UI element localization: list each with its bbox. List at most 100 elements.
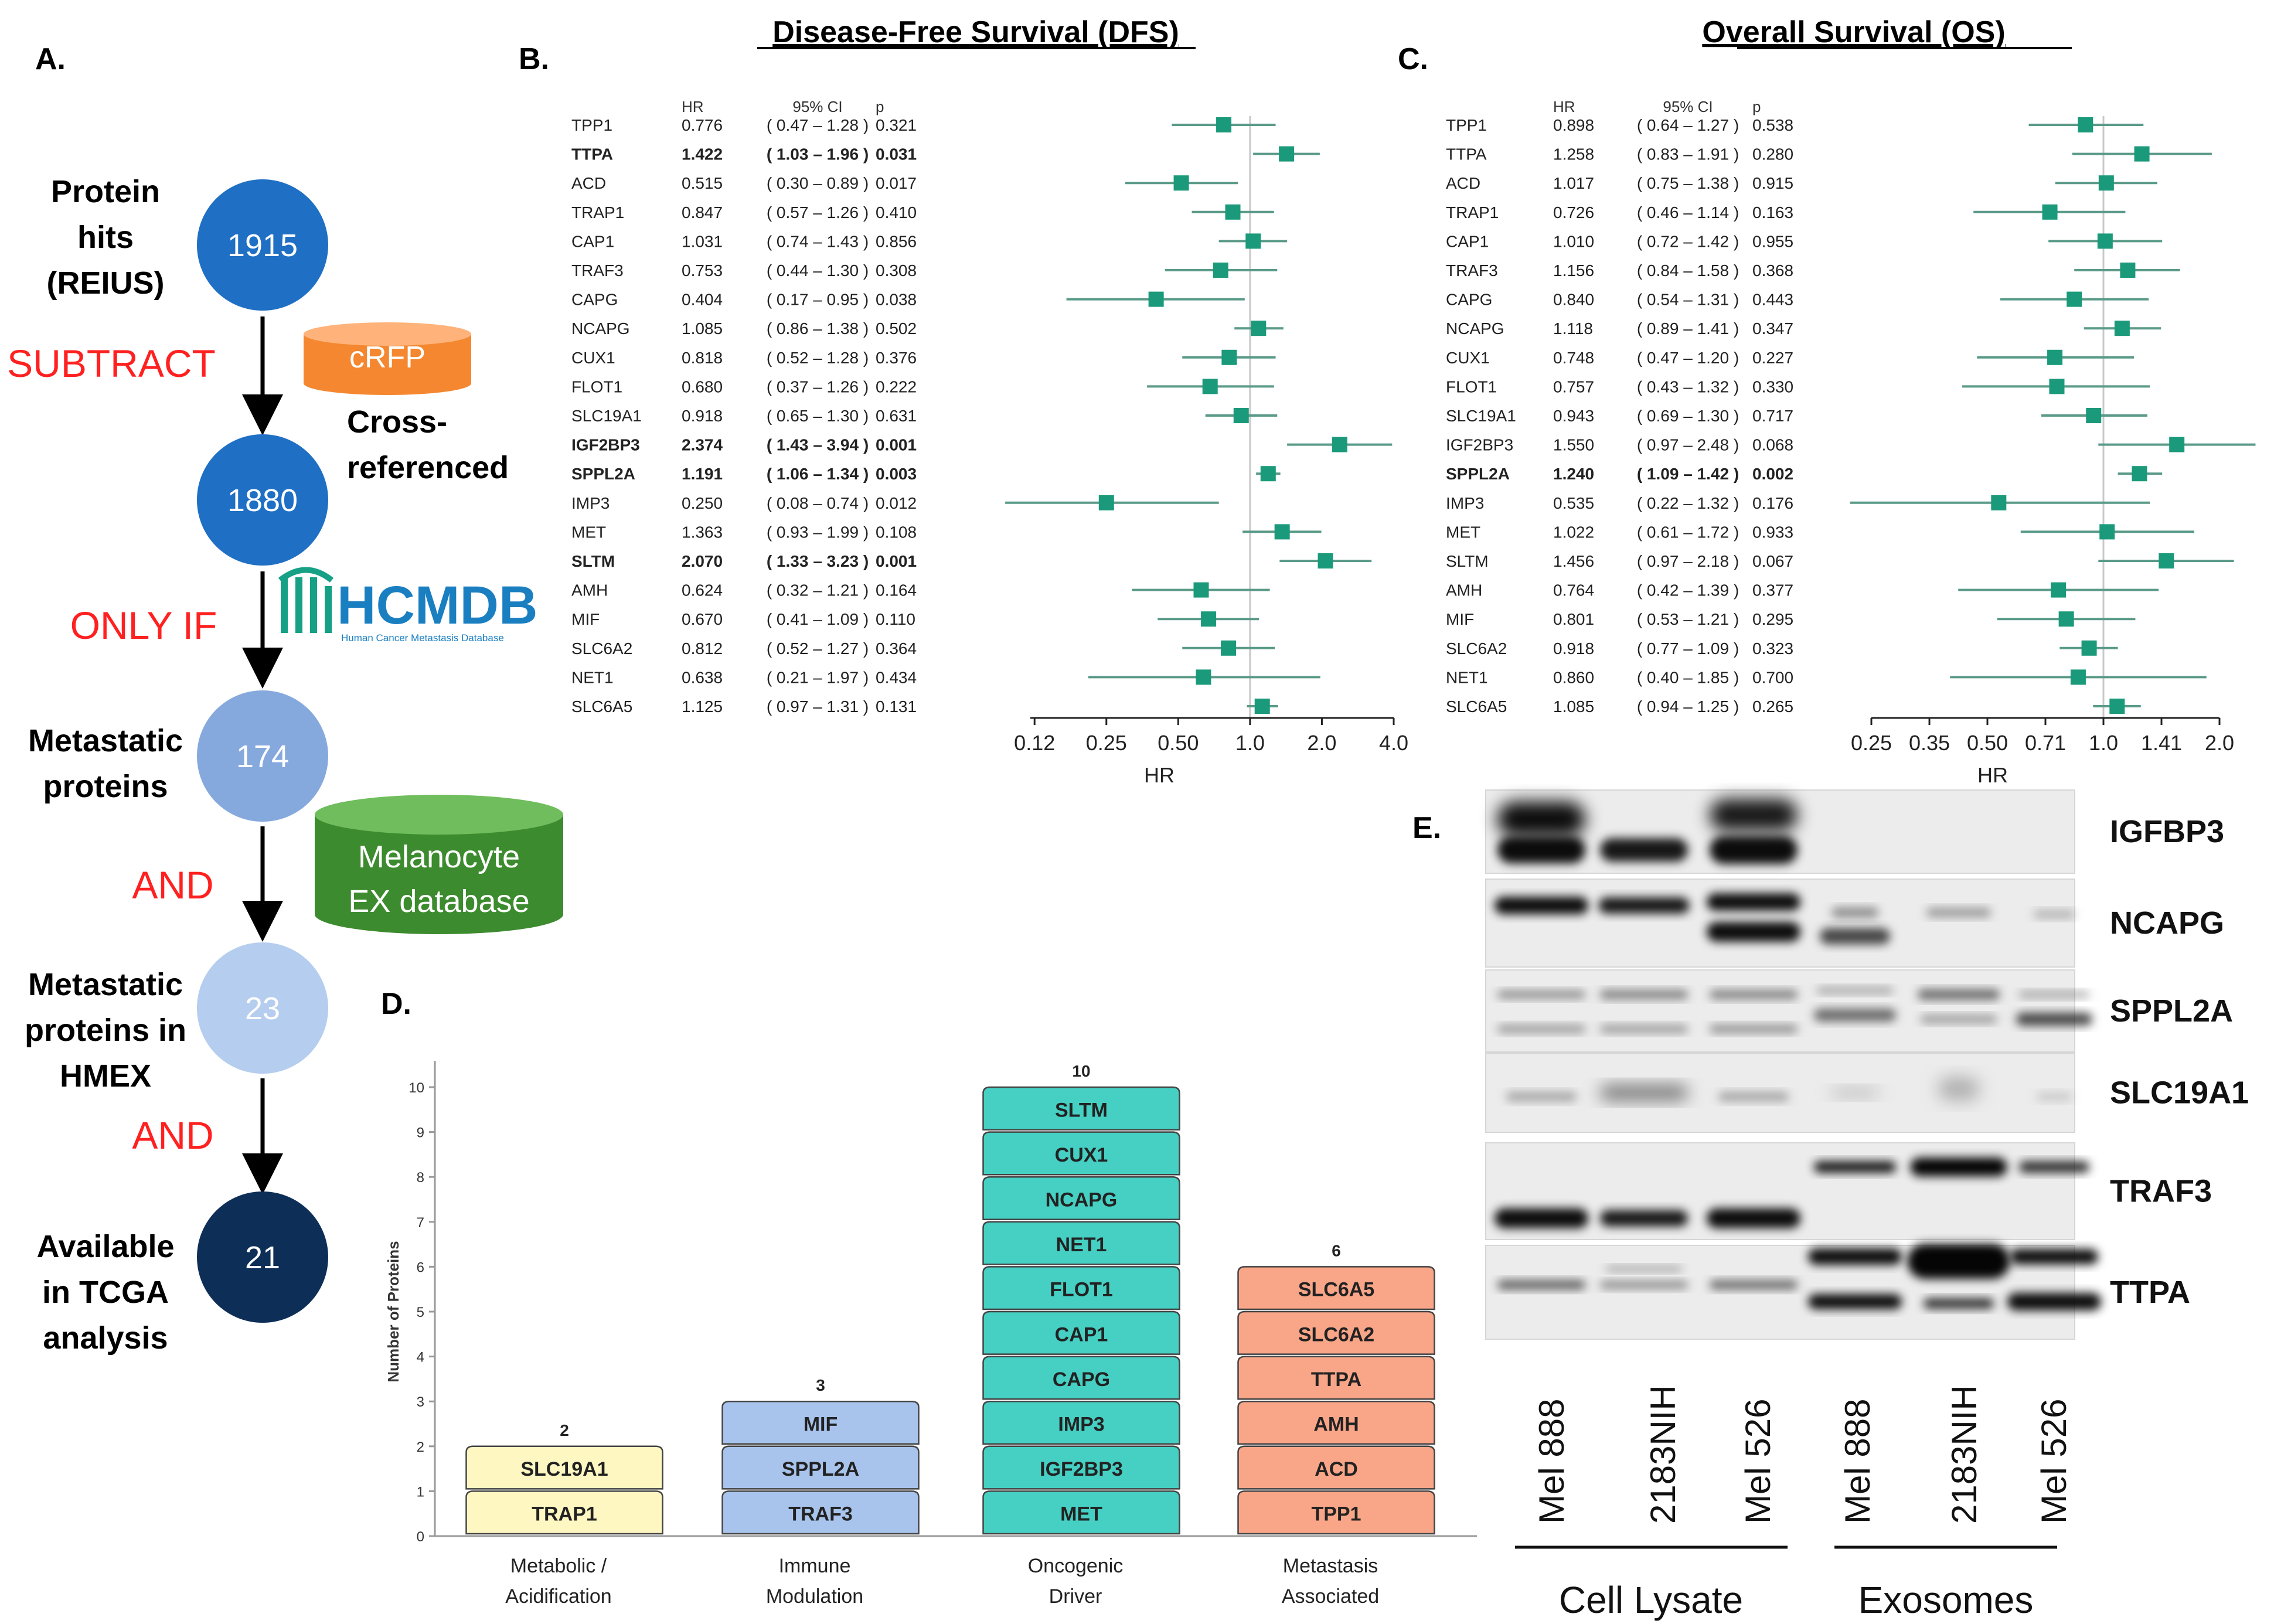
dfs-row-amh: AMH 0.624 ( 0.32 – 1.21 ) 0.164 [571,581,1270,600]
dfs-row-traf3-ci: ( 0.44 – 1.30 ) [767,261,869,280]
bar-segment-cap1: CAP1 [982,1310,1180,1355]
os-row-slc19a1-ci: ( 0.69 – 1.30 ) [1637,407,1739,425]
dfs-row-traf3: TRAF3 0.753 ( 0.44 – 1.30 ) 0.308 [571,261,1278,280]
dfs-row-flot1-hr: 0.680 [682,377,723,396]
dfs-row-capg-ci: ( 0.17 – 0.95 ) [767,291,869,309]
bar-segment-slc6a5: SLC6A5 [1237,1266,1435,1310]
blot-band-sppl2a-6 [1814,1009,1896,1022]
melanocyte-label-line-1: Melanocyte [358,839,520,874]
panel-b-dfs-forest-plot: B. Disease-Free Survival (DFS) HR 95% CI p… [519,15,1408,787]
bar-segment-label-traf3: TRAF3 [788,1503,853,1526]
dfs-row-met-hr-marker [1274,524,1290,540]
dfs-x-tick-label-0: 0.12 [1014,731,1055,755]
dfs-row-igf2bp3: IGF2BP3 2.374 ( 1.43 – 3.94 ) 0.001 [571,436,1393,454]
blot-band-traf3-0 [1495,1208,1588,1228]
dfs-row-igf2bp3-ci: ( 1.43 – 3.94 ) [767,436,869,454]
os-row-cap1: CAP1 1.010 ( 0.72 – 1.42 ) 0.955 [1446,232,2163,250]
dfs-row-met-hr: 1.363 [682,523,723,541]
dfs-row-ttpa: TTPA 1.422 ( 1.03 – 1.96 ) 0.031 [571,145,1320,164]
dfs-row-capg-hr: 0.404 [682,291,723,309]
dfs-row-flot1-gene: FLOT1 [571,377,622,396]
blot-band-igfbp3-4 [1710,836,1798,864]
dfs-row-capg-hr-marker [1148,291,1164,307]
os-row-cap1-hr: 1.010 [1553,232,1594,250]
os-row-sltm-hr-marker [2159,553,2174,568]
dfs-row-mif-hr: 0.670 [682,610,723,628]
dfs-row-slc19a1-hr-marker [1233,408,1249,423]
os-row-mif: MIF 0.801 ( 0.53 – 1.21 ) 0.295 [1446,610,2136,628]
os-row-acd-ci: ( 0.75 – 1.38 ) [1637,174,1739,192]
bar-segment-label-flot1: FLOT1 [1050,1279,1113,1301]
bar-category-label-metastasis-associated-1: Associated [1282,1585,1379,1608]
dfs-row-ttpa-ci: ( 1.03 – 1.96 ) [767,145,869,164]
os-row-trap1-hr-marker [2042,204,2058,220]
blot-lane-label-5: Mel 526 [2034,1399,2074,1524]
os-row-acd-p: 0.915 [1752,174,1793,192]
panel-e-letter: E. [1412,811,1441,845]
bar-segment-label-slc6a5: SLC6A5 [1298,1279,1374,1301]
blot-row-slc19a1: SLC19A1 [1485,1053,2249,1133]
bar-segment-label-mif: MIF [804,1414,838,1436]
operator-and-1: AND [132,863,213,907]
bar-category-label-metabolic-acidification-0: Metabolic / [510,1555,607,1577]
os-row-slc6a5-ci: ( 0.94 – 1.25 ) [1637,697,1739,716]
os-row-mif-ci: ( 0.53 – 1.21 ) [1637,610,1739,628]
blot-band-ttpa-7 [1924,1298,1994,1309]
dfs-row-ncapg-hr: 1.085 [682,319,723,338]
dfs-row-capg-gene: CAPG [571,291,618,309]
os-row-imp3-gene: IMP3 [1446,494,1484,512]
bar-segment-label-sltm: SLTM [1055,1099,1108,1121]
os-row-cap1-ci: ( 0.72 – 1.42 ) [1637,232,1739,250]
os-row-slc6a5-hr-marker [2109,699,2125,714]
bar-y-tick-label-8: 8 [417,1170,424,1186]
os-row-ttpa-ci: ( 0.83 – 1.91 ) [1637,145,1739,164]
os-row-sppl2a-p: 0.002 [1752,465,1793,483]
bar-segment-imp3: IMP3 [982,1400,1180,1445]
bar-segment-label-slc19a1: SLC19A1 [520,1458,608,1480]
blot-row-ncapg: NCAPG [1485,879,2224,968]
os-row-acd-gene: ACD [1446,174,1480,192]
blot-lane-label-0: Mel 888 [1532,1399,1571,1524]
step-5-label-line-1: Available [36,1229,174,1264]
os-row-ncapg-p: 0.347 [1752,319,1793,338]
dfs-row-tpp1-gene: TPP1 [571,116,612,134]
os-row-met-p: 0.933 [1752,523,1793,541]
os-row-tpp1-hr-marker [2078,117,2093,132]
step-4-label-line-1: Metastatic [28,967,183,1002]
bar-segment-ttpa: TTPA [1237,1356,1435,1400]
dfs-row-imp3-ci: ( 0.08 – 0.74 ) [767,494,869,512]
dfs-row-acd: ACD 0.515 ( 0.30 – 0.89 ) 0.017 [571,174,1238,192]
dfs-row-tpp1-hr: 0.776 [682,116,723,134]
os-row-cux1-gene: CUX1 [1446,349,1490,367]
os-row-met-gene: MET [1446,523,1480,541]
blot-band-ncapg-3 [1707,922,1800,942]
blot-band-sppl2a-5 [1710,1024,1798,1033]
dfs-row-sltm-p: 0.001 [876,552,917,570]
dfs-row-trap1-p: 0.410 [876,203,917,222]
blot-band-sppl2a-8 [1918,989,2000,1000]
step-5-label-line-3: analysis [43,1320,168,1356]
dfs-row-ncapg-ci: ( 0.86 – 1.38 ) [767,319,869,338]
os-row-slc6a2-gene: SLC6A2 [1446,639,1507,658]
blot-band-igfbp3-0 [1497,801,1585,837]
blot-label-sppl2a: SPPL2A [2110,993,2233,1029]
dfs-row-slc6a2-hr: 0.812 [682,639,723,658]
dfs-row-cux1-hr-marker [1221,349,1237,365]
os-row-ttpa-gene: TTPA [1446,145,1487,164]
blot-band-igfbp3-1 [1497,836,1585,864]
exosomes-label: Exosomes [1858,1579,2034,1621]
dfs-x-tick-label-5: 4.0 [1379,731,1408,755]
blot-band-ttpa-9 [2007,1293,2101,1310]
os-row-traf3-ci: ( 0.84 – 1.58 ) [1637,261,1739,280]
os-row-cap1-hr-marker [2097,233,2113,249]
blot-band-traf3-2 [1707,1208,1800,1228]
bar-segment-label-igf2bp3: IGF2BP3 [1040,1458,1123,1480]
os-row-imp3-hr-marker [1991,495,2007,510]
bar-segment-label-amh: AMH [1313,1414,1359,1436]
dfs-row-amh-ci: ( 0.32 – 1.21 ) [767,581,869,600]
os-row-slc19a1-hr-marker [2086,408,2102,423]
dfs-row-imp3-hr: 0.250 [682,494,723,512]
os-row-tpp1-p: 0.538 [1752,116,1793,134]
blot-band-sppl2a-9 [1921,1015,1997,1023]
os-row-mif-hr: 0.801 [1553,610,1594,628]
